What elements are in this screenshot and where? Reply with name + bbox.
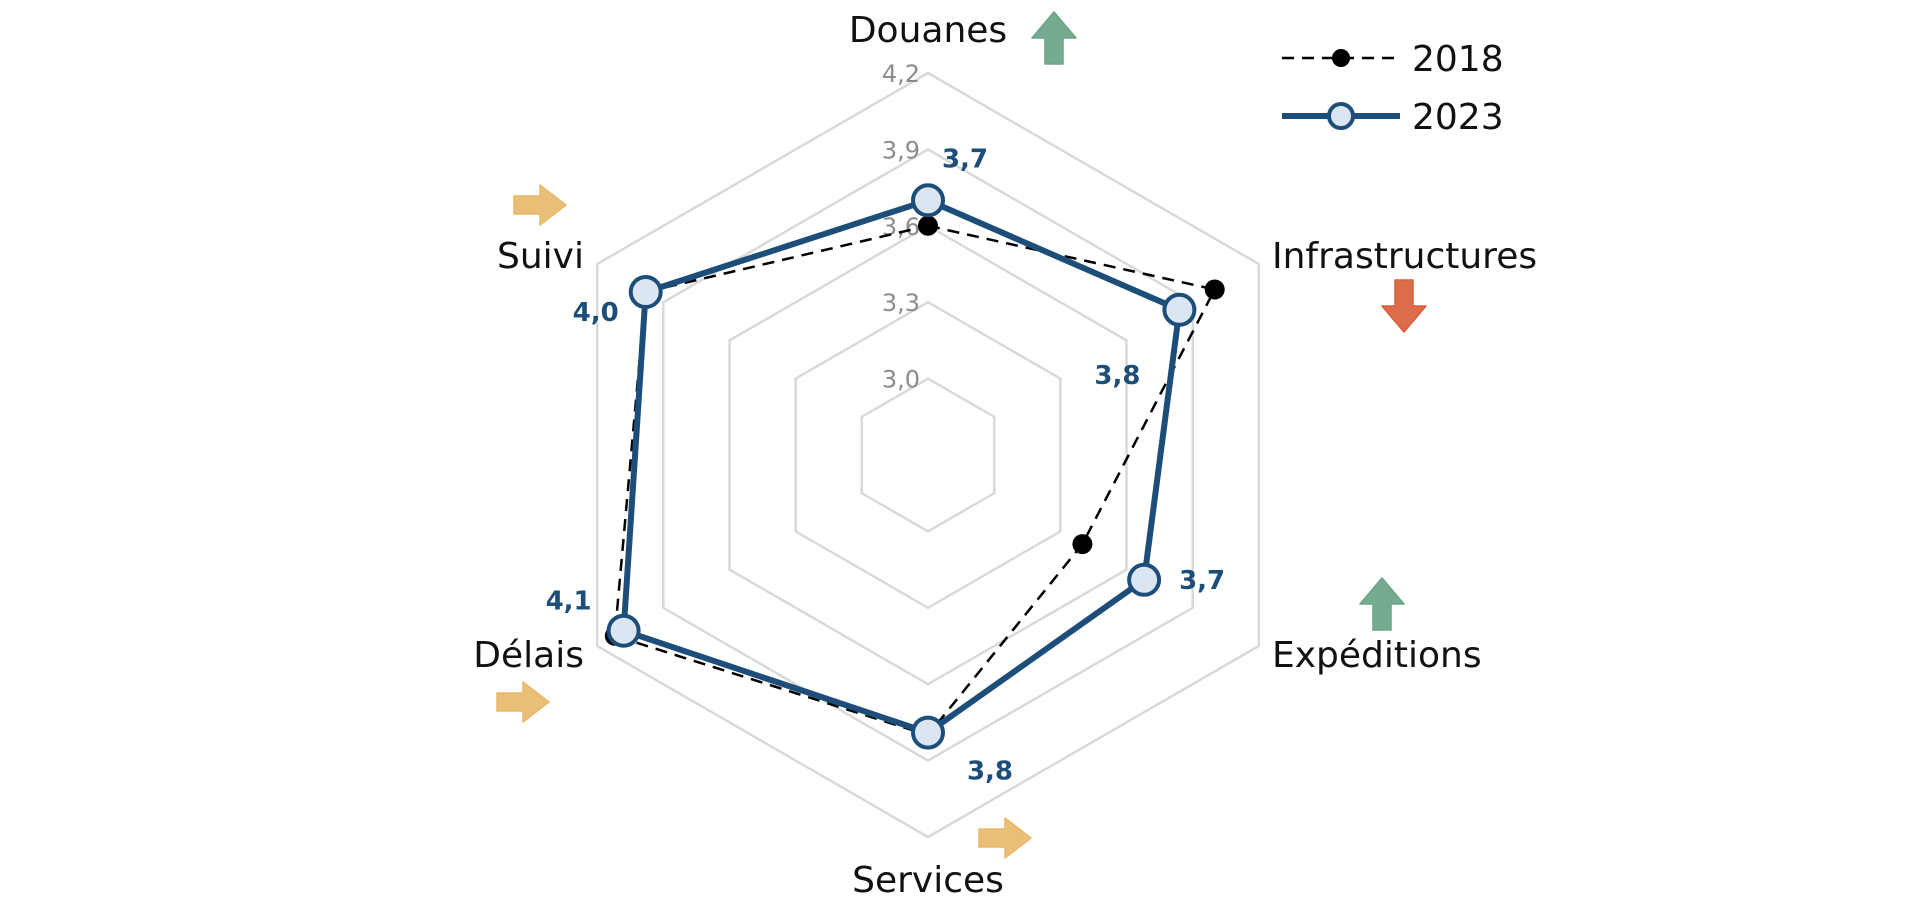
value-labels: 3,7 3,8 3,7 3,8 4,1 4,0 [546, 144, 1226, 786]
point-2023-infrastructures [1162, 292, 1197, 327]
axis-label-suivi: Suivi [497, 236, 584, 277]
arrow-up-icon [1359, 577, 1405, 631]
value-label-suivi: 4,0 [573, 298, 619, 328]
axis-label-infrastructures: Infrastructures [1272, 236, 1537, 277]
tick-labels: 3,0 3,3 3,6 3,9 4,2 [882, 60, 920, 394]
grid-ring-4 [595, 71, 1261, 839]
point-2023-suivi [628, 275, 663, 309]
axis-label-expeditions: Expéditions [1272, 635, 1482, 676]
arrow-up-icon [1031, 11, 1077, 65]
point-2023-expeditions [1127, 562, 1162, 597]
point-2018-douanes [918, 215, 938, 236]
legend-marker-2023 [1327, 102, 1355, 130]
legend: 2018 2023 [1282, 39, 1504, 138]
value-label-infrastructures: 3,8 [1094, 361, 1140, 391]
point-2023-delais [606, 613, 641, 648]
axis-label-douanes: Douanes [849, 10, 1007, 51]
grid-ring-0 [860, 377, 996, 533]
tick-label-1: 3,3 [882, 289, 920, 317]
tick-label-4: 4,2 [882, 60, 920, 88]
series-layer [604, 183, 1225, 750]
legend-label-2018: 2018 [1412, 39, 1504, 80]
point-2018-expeditions [1072, 534, 1093, 555]
legend-marker-2018 [1332, 49, 1350, 67]
arrow-right-icon [496, 681, 550, 723]
grid-ring-1 [794, 300, 1062, 610]
arrow-right-icon [978, 817, 1032, 859]
legend-label-2023: 2023 [1412, 97, 1504, 138]
arrow-right-icon [513, 184, 567, 226]
axis-labels: Douanes Infrastructures Expéditions Service… [473, 10, 1537, 900]
arrow-down-icon [1381, 279, 1427, 333]
point-2023-services [911, 715, 945, 750]
grid-ring-2 [728, 224, 1128, 686]
point-2023-douanes [911, 183, 945, 218]
tick-label-2: 3,6 [882, 213, 920, 241]
value-label-expeditions: 3,7 [1179, 566, 1225, 596]
axis-label-delais: Délais [473, 635, 584, 676]
value-label-douanes: 3,7 [942, 144, 988, 174]
point-2018-infrastructures [1204, 279, 1225, 300]
axis-label-services: Services [852, 860, 1004, 900]
trend-icons [496, 11, 1427, 859]
series-line-2023 [620, 197, 1183, 736]
tick-label-0: 3,0 [882, 366, 920, 394]
value-label-services: 3,8 [967, 757, 1013, 787]
value-label-delais: 4,1 [546, 587, 592, 617]
tick-label-3: 3,9 [882, 136, 920, 164]
